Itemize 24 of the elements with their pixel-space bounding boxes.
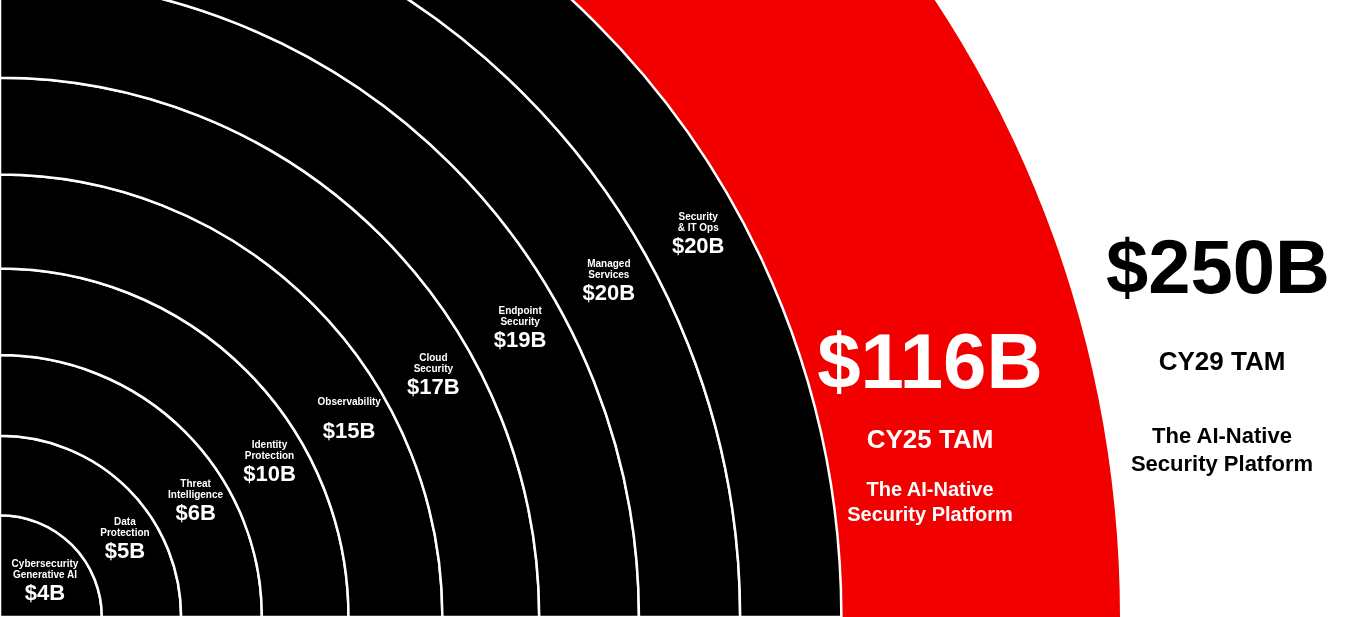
text: The AI-Native Security Platform bbox=[847, 478, 1013, 525]
data-label: $10B bbox=[243, 460, 296, 486]
data-label: $5B bbox=[104, 537, 146, 563]
text: CY29 TAM bbox=[1158, 346, 1286, 376]
data-label: $4B bbox=[24, 580, 66, 606]
category-label: Security & IT Ops bbox=[677, 210, 720, 233]
category-label: Managed Services bbox=[587, 258, 631, 281]
data-label: $20B bbox=[671, 232, 725, 258]
text: $116B bbox=[817, 317, 1043, 405]
data-label: $15B bbox=[322, 418, 376, 444]
category-label: Endpoint Security bbox=[498, 305, 543, 328]
category-label: Threat Intelligence bbox=[168, 478, 224, 500]
text: The AI-Native Security Platform bbox=[1130, 423, 1314, 476]
data-label: $6B bbox=[175, 500, 216, 525]
category-label: Cloud Security bbox=[413, 351, 454, 374]
data-label: $19B bbox=[493, 327, 547, 353]
category-label: Data Protection bbox=[100, 515, 150, 538]
data-label: $17B bbox=[407, 373, 460, 399]
data-label: $20B bbox=[582, 280, 636, 306]
category-label: Cybersecurity Generative AI bbox=[11, 558, 79, 581]
category-label: Identity Protection bbox=[244, 438, 295, 461]
text: $250B bbox=[1106, 224, 1330, 309]
category-label: Observability bbox=[317, 396, 382, 408]
text: CY25 TAM bbox=[866, 424, 994, 454]
